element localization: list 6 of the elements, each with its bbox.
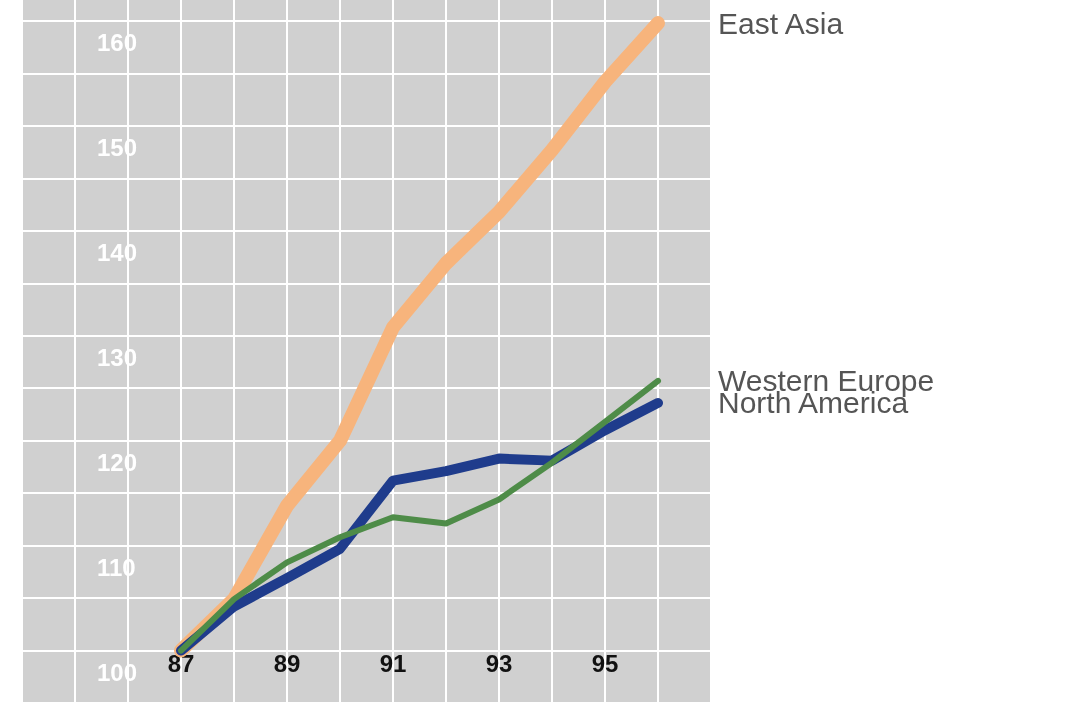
- x-tick-label: 89: [273, 649, 301, 677]
- series-label: East Asia: [718, 6, 844, 40]
- x-tick-label: 93: [485, 649, 513, 677]
- x-tick-label: 95: [591, 649, 619, 677]
- x-tick-label: 87: [167, 649, 195, 677]
- x-tick-label: 91: [379, 649, 407, 677]
